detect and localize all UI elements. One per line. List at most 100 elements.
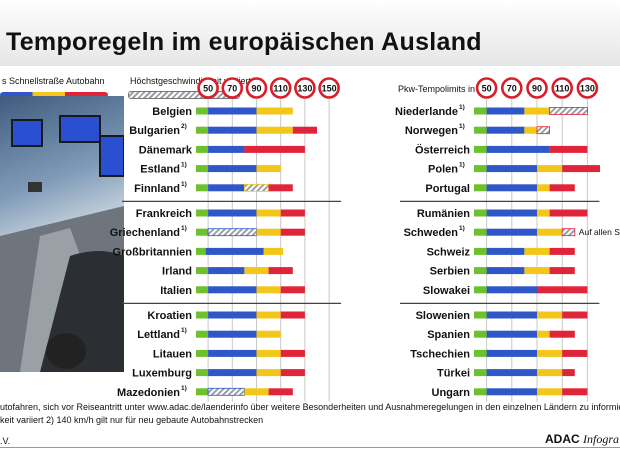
bar-segment-landstraße <box>208 184 245 192</box>
bar-segment-ortschaft <box>474 286 487 294</box>
speed-sign-110 <box>551 77 574 99</box>
bar-segment-landstraße <box>486 209 537 217</box>
bar-segment-schnellstraße <box>537 228 563 236</box>
page-title: Temporegeln im europäischen Ausland <box>6 28 482 56</box>
speed-tick-label: 130 <box>580 84 595 94</box>
speed-tick-label: 150 <box>322 84 337 94</box>
bar-segment-autobahn <box>280 369 305 377</box>
brand-italic: Infogra <box>583 432 620 446</box>
bar-segment-schnellstraße <box>243 183 269 192</box>
bar-segment-ortschaft <box>196 286 209 294</box>
country-label: Portugal <box>425 183 470 195</box>
country-label: Tschechien <box>410 348 470 360</box>
country-label: Frankreich <box>136 208 193 220</box>
bar-segment-ortschaft <box>196 126 209 134</box>
country-label: Lettland <box>137 329 180 341</box>
country-label: Bulgarien <box>129 125 180 137</box>
bar-segment-ortschaft <box>474 145 487 153</box>
bar-segment-ortschaft <box>474 349 487 357</box>
bar-segment-ortschaft <box>474 126 487 134</box>
bar-segment-schnellstraße <box>256 349 281 357</box>
bar-segment-schnellstraße <box>524 267 550 275</box>
bar-segment-landstraße <box>208 349 257 357</box>
bar-segment-schnellstraße <box>256 107 293 115</box>
bar-segment-schnellstraße <box>537 209 550 217</box>
bar-segment-autobahn <box>280 228 305 236</box>
bar-segment-schnellstraße <box>256 165 281 173</box>
highway-photo <box>0 96 124 372</box>
bar-segment-landstraße <box>486 388 537 396</box>
country-footnote: 1) <box>459 225 465 232</box>
speed-sign-50 <box>475 77 498 99</box>
bar-segment-autobahn <box>292 126 317 134</box>
bar-segment-autobahn <box>268 184 293 192</box>
brand-label: ADAC Infogra <box>545 432 619 447</box>
country-footnote: 1) <box>181 385 187 392</box>
bar-segment-landstraße <box>208 126 257 134</box>
country-footnote: 1) <box>459 123 465 130</box>
speed-sign-90 <box>526 77 548 99</box>
country-footnote: 1) <box>459 104 465 111</box>
bar-segment-landstraße <box>208 311 257 319</box>
bar-segment-landstraße <box>486 311 537 319</box>
legend-road-types: s Schnellstraße Autobahn <box>2 76 105 86</box>
bar-segment-autobahn <box>268 267 293 275</box>
bar-segment-autobahn <box>536 126 551 135</box>
country-annotation: Auf allen Straßen nach Beschil <box>579 227 620 237</box>
bar-segment-autobahn <box>549 184 575 192</box>
bar-segment-autobahn <box>562 311 588 319</box>
country-label: Luxemburg <box>132 368 192 380</box>
bar-segment-landstraße <box>486 107 525 115</box>
bar-segment-schnellstraße <box>256 311 281 319</box>
bar-segment-autobahn <box>549 267 575 275</box>
country-label: Spanien <box>427 329 470 341</box>
bar-segment-ortschaft <box>196 388 209 396</box>
country-label: Slowenien <box>416 310 471 322</box>
x-axis-label: Pkw-Tempolimits in km/h <box>398 84 497 94</box>
country-label: Schweiz <box>427 246 471 258</box>
bar-segment-ortschaft <box>474 209 487 217</box>
bar-segment-autobahn <box>549 330 575 338</box>
bar-segment-ortschaft <box>196 165 209 173</box>
country-label: Österreich <box>415 143 470 156</box>
bar-segment-landstraße <box>208 145 245 153</box>
bar-segment-landstraße <box>208 165 257 173</box>
bar-segment-landstraße <box>486 330 537 338</box>
bottom-divider <box>0 447 620 448</box>
speed-sign-50 <box>197 77 219 99</box>
bar-segment-landstraße <box>208 107 257 115</box>
speed-tick-label: 50 <box>203 84 213 94</box>
bar-segment-schnellstraße <box>537 184 550 192</box>
bar-segment-landstraße <box>486 126 525 134</box>
bar-segment-landstraße <box>207 228 257 237</box>
country-footnote: 1) <box>181 327 187 334</box>
speed-sign-90 <box>245 77 268 99</box>
bar-segment-autobahn <box>549 145 588 153</box>
speed-tick-label: 70 <box>507 84 517 94</box>
bar-segment-landstraße <box>486 145 550 153</box>
bar-segment-ortschaft <box>196 209 209 217</box>
country-label: Schweden <box>404 227 459 239</box>
speed-tick-label: 110 <box>555 84 570 94</box>
bar-segment-schnellstraße <box>256 126 293 134</box>
country-label: Belgien <box>152 106 192 118</box>
country-label: Serbien <box>430 266 471 278</box>
bar-segment-schnellstraße <box>537 388 563 396</box>
bar-segment-ortschaft <box>474 388 487 396</box>
bar-segment-schnellstraße <box>524 247 550 255</box>
country-label: Kroatien <box>147 310 192 322</box>
country-label: Polen <box>428 164 458 176</box>
bar-segment-ortschaft <box>196 184 209 192</box>
speed-sign-130 <box>294 77 316 99</box>
footer-note-1: utofahren, sich vor Reiseantritt unter w… <box>0 402 620 412</box>
bar-segment-ortschaft <box>474 184 487 192</box>
bar-segment-autobahn <box>561 228 576 237</box>
country-label: Dänemark <box>139 144 193 156</box>
country-label: Slowakei <box>423 285 470 297</box>
country-label: Ungarn <box>432 387 471 399</box>
bar-segment-autobahn <box>280 311 305 319</box>
bar-segment-ortschaft <box>196 330 209 338</box>
country-footnote: 2) <box>181 123 187 130</box>
country-label: Türkei <box>437 368 470 380</box>
